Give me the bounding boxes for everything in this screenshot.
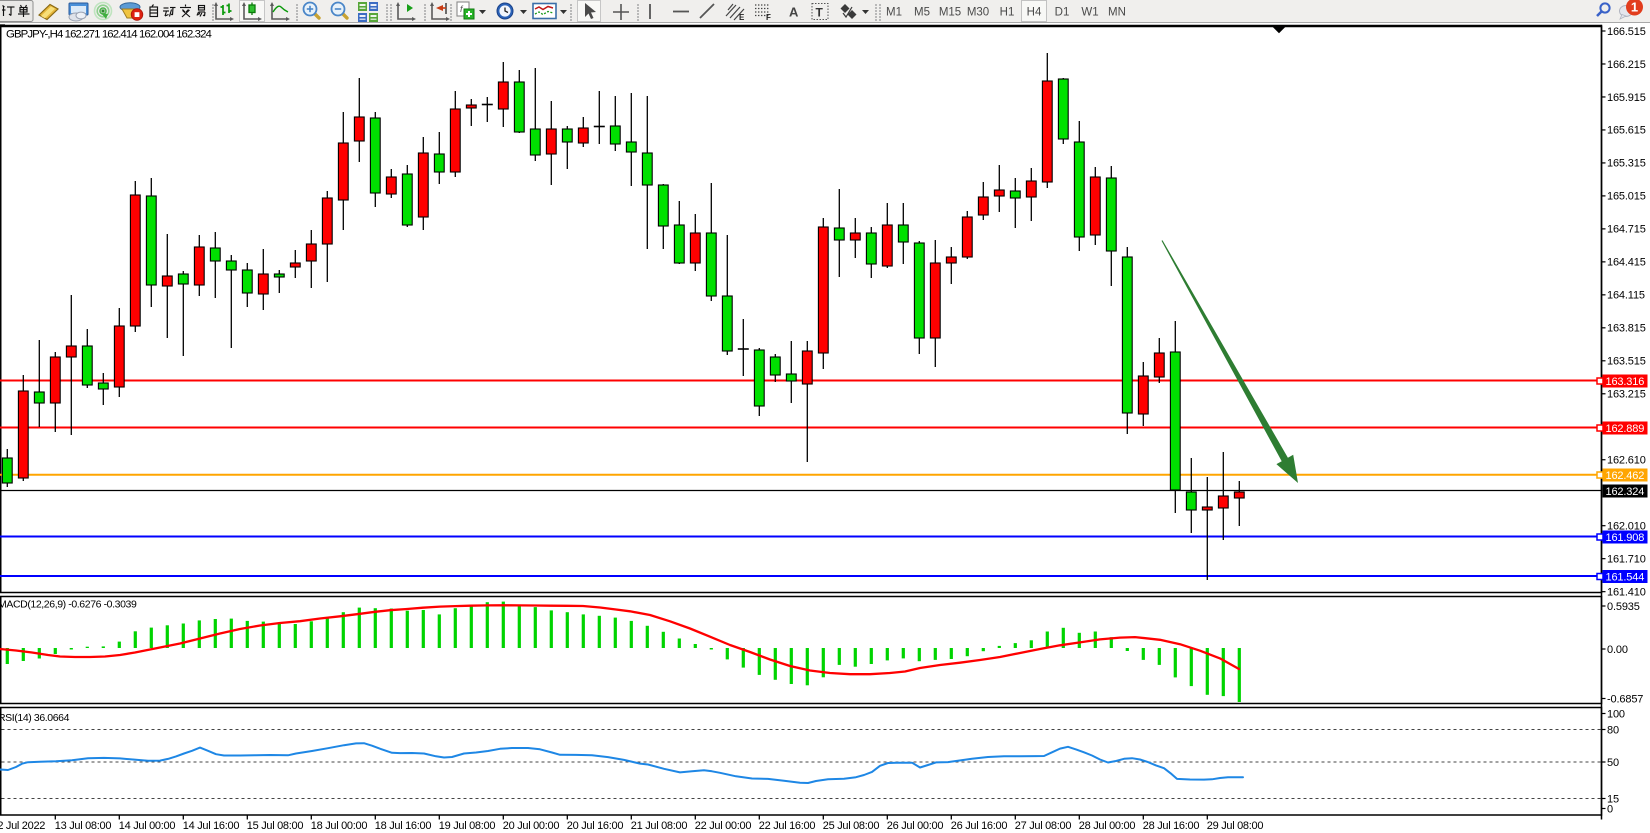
svg-text:26 Jul 00:00: 26 Jul 00:00 — [887, 820, 944, 832]
svg-text:27 Jul 08:00: 27 Jul 08:00 — [1015, 820, 1072, 832]
svg-text:MACD(12,26,9) -0.6276 -0.3039: MACD(12,26,9) -0.6276 -0.3039 — [0, 599, 137, 611]
svg-text:0.00: 0.00 — [1607, 644, 1628, 656]
svg-text:RSI(14) 36.0664: RSI(14) 36.0664 — [0, 712, 70, 724]
svg-text:163.515: 163.515 — [1607, 356, 1646, 368]
svg-text:29 Jul 08:00: 29 Jul 08:00 — [1207, 820, 1264, 832]
svg-text:14 Jul 16:00: 14 Jul 16:00 — [183, 820, 240, 832]
svg-text:162.610: 162.610 — [1607, 455, 1646, 467]
svg-text:14 Jul 00:00: 14 Jul 00:00 — [119, 820, 176, 832]
svg-text:161.544: 161.544 — [1606, 572, 1645, 584]
svg-text:163.316: 163.316 — [1606, 376, 1645, 388]
svg-text:20 Jul 16:00: 20 Jul 16:00 — [567, 820, 624, 832]
svg-text:M1: M1 — [886, 7, 902, 19]
svg-text:22 Jul 00:00: 22 Jul 00:00 — [695, 820, 752, 832]
svg-text:21 Jul 08:00: 21 Jul 08:00 — [631, 820, 688, 832]
svg-text:0.5935: 0.5935 — [1607, 601, 1640, 613]
svg-text:18 Jul 16:00: 18 Jul 16:00 — [375, 820, 432, 832]
svg-text:13 Jul 08:00: 13 Jul 08:00 — [55, 820, 112, 832]
svg-text:163.815: 163.815 — [1607, 323, 1646, 335]
svg-text:161.710: 161.710 — [1607, 553, 1646, 565]
svg-text:162.324: 162.324 — [1606, 486, 1645, 498]
svg-text:28 Jul 00:00: 28 Jul 00:00 — [1079, 820, 1136, 832]
svg-text:¯: ¯ — [0, 23, 6, 33]
svg-text:F: F — [766, 13, 771, 22]
svg-text:M15: M15 — [939, 7, 961, 19]
svg-text:D1: D1 — [1055, 7, 1070, 19]
svg-text:165.915: 165.915 — [1607, 92, 1646, 104]
svg-text:164.115: 164.115 — [1607, 290, 1645, 302]
svg-text:15: 15 — [1607, 793, 1619, 805]
svg-text:100: 100 — [1607, 708, 1625, 720]
svg-text:19 Jul 08:00: 19 Jul 08:00 — [439, 820, 496, 832]
svg-text:164.715: 164.715 — [1607, 224, 1646, 236]
svg-text:162.889: 162.889 — [1606, 423, 1645, 435]
svg-text:A: A — [789, 5, 799, 20]
svg-text:80: 80 — [1607, 724, 1619, 736]
svg-text:MN: MN — [1108, 7, 1126, 19]
svg-text:-0.6857: -0.6857 — [1607, 693, 1643, 705]
svg-text:162.010: 162.010 — [1607, 521, 1646, 533]
svg-text:f: f — [460, 4, 464, 14]
svg-text:W1: W1 — [1081, 7, 1098, 19]
svg-text:T: T — [816, 6, 824, 20]
svg-text:M30: M30 — [967, 7, 989, 19]
svg-text:18 Jul 00:00: 18 Jul 00:00 — [311, 820, 368, 832]
svg-text:GBPJPY-,H4 162.271 162.414 16: GBPJPY-,H4 162.271 162.414 162.004 162.3… — [6, 28, 212, 40]
svg-text:H1: H1 — [1000, 7, 1015, 19]
svg-text:161.410: 161.410 — [1607, 586, 1646, 598]
svg-text:22 Jul 16:00: 22 Jul 16:00 — [759, 820, 816, 832]
svg-text:162.462: 162.462 — [1606, 470, 1645, 482]
svg-text:M5: M5 — [914, 7, 930, 19]
svg-text:50: 50 — [1607, 757, 1619, 769]
svg-text:26 Jul 16:00: 26 Jul 16:00 — [951, 820, 1008, 832]
svg-text:0: 0 — [1607, 803, 1613, 815]
svg-text:166.215: 166.215 — [1607, 59, 1646, 71]
svg-text:165.315: 165.315 — [1607, 158, 1646, 170]
svg-text:E: E — [739, 13, 745, 22]
svg-text:165.615: 165.615 — [1607, 125, 1646, 137]
svg-text:164.415: 164.415 — [1607, 257, 1646, 269]
svg-text:12 Jul 2022: 12 Jul 2022 — [0, 820, 45, 832]
svg-text:166.515: 166.515 — [1607, 26, 1646, 38]
svg-text:H4: H4 — [1027, 7, 1042, 19]
svg-text:20 Jul 00:00: 20 Jul 00:00 — [503, 820, 560, 832]
svg-text:161.908: 161.908 — [1606, 532, 1645, 544]
svg-text:25 Jul 08:00: 25 Jul 08:00 — [823, 820, 880, 832]
svg-text:28 Jul 16:00: 28 Jul 16:00 — [1143, 820, 1200, 832]
svg-text:163.215: 163.215 — [1607, 389, 1646, 401]
svg-text:165.015: 165.015 — [1607, 191, 1646, 203]
svg-text:1: 1 — [1631, 0, 1638, 15]
svg-text:15 Jul 08:00: 15 Jul 08:00 — [247, 820, 304, 832]
